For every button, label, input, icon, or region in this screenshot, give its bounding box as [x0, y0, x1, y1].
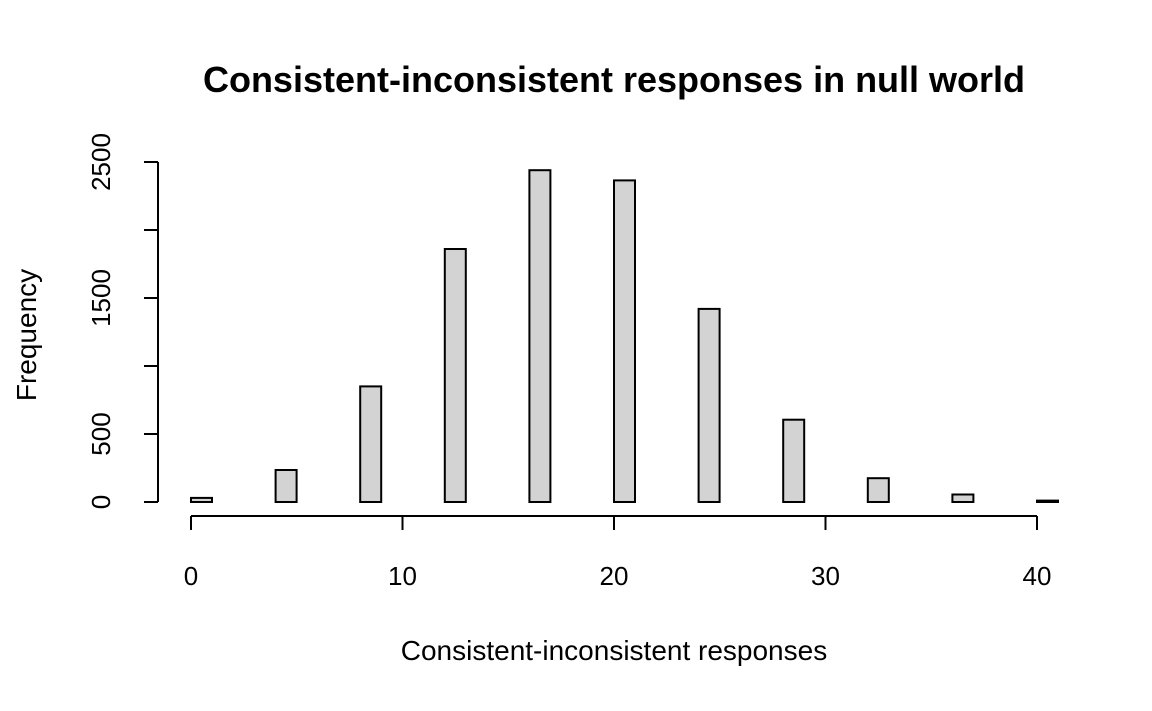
y-tick-label: 2500: [86, 133, 116, 191]
histogram-bar: [866, 477, 890, 504]
x-axis: 0 10 20 30 40: [184, 515, 1052, 591]
histogram-bar: [1036, 499, 1059, 504]
x-tick-label: 20: [600, 561, 629, 591]
y-axis: 0 500 1500 2500: [86, 133, 159, 509]
histogram-bar: [782, 418, 806, 504]
histogram-bar: [359, 385, 383, 503]
bars-group: [190, 169, 1059, 504]
y-tick-label: 0: [86, 495, 116, 509]
x-tick-label: 0: [184, 561, 198, 591]
y-axis-label: Frequency: [11, 269, 42, 401]
x-axis-label: Consistent-inconsistent responses: [401, 635, 827, 666]
histogram-bar: [443, 248, 467, 503]
histogram-bar: [613, 179, 636, 503]
chart-title: Consistent-inconsistent responses in nul…: [203, 59, 1025, 100]
x-tick-label: 10: [388, 561, 417, 591]
histogram-bar: [190, 496, 213, 503]
x-tick-label: 40: [1023, 561, 1052, 591]
y-tick-label: 1500: [86, 269, 116, 327]
histogram-bar: [697, 307, 721, 503]
histogram-bar: [274, 469, 298, 503]
histogram-bar: [951, 493, 975, 503]
y-tick-label: 500: [86, 412, 116, 455]
x-tick-label: 30: [811, 561, 840, 591]
histogram-bar: [528, 169, 552, 503]
